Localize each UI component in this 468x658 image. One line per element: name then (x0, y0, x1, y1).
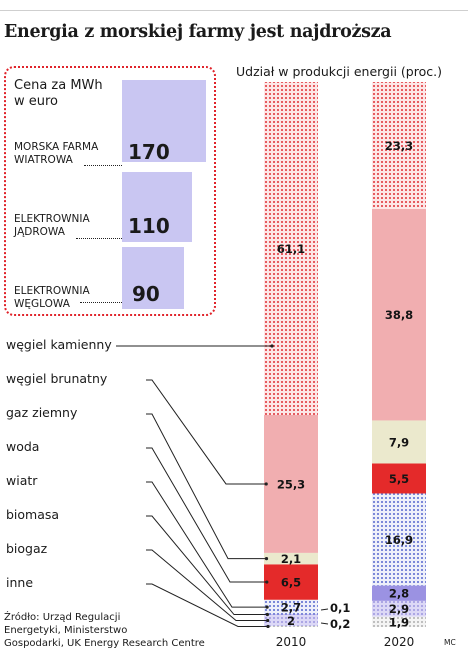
bar-2010-biogaz (264, 615, 318, 626)
legend-label-biomasa: biomasa (6, 507, 64, 522)
legend-leader-gaz-ziemny (146, 413, 267, 560)
bar-2010-inne (264, 625, 318, 627)
legend-leader-dot-wiatr (265, 605, 269, 609)
inset-label-offshore-line1: MORSKA FARMA (14, 141, 99, 153)
inset-bar-offshore (122, 80, 206, 162)
legend-leader-inne (146, 583, 268, 627)
inset-label-coal: ELEKTROWNIA WĘGLOWA (14, 285, 90, 311)
inset-label-nuclear-line2: JĄDROWA (14, 226, 65, 238)
legend-leader-wiatr (146, 481, 268, 608)
chart-subtitle: Udział w produkcji energii (proc.) (236, 64, 442, 79)
value-label-2020-gaz-ziemny: 7,9 (389, 435, 409, 449)
legend-leader-dot-wegiel-brunatny (264, 482, 268, 486)
value-label-2010-biogaz: 2 (287, 614, 295, 628)
inset-value-offshore: 170 (128, 140, 170, 164)
value-label-2010-wegiel-brunatny: 25,3 (277, 477, 305, 491)
inset-title: Cena za MWh w euro (14, 78, 103, 110)
value-leader-2010-biomasa (320, 608, 329, 611)
bar-2010-woda (264, 564, 318, 600)
source-line3: Gospodarki, UK Energy Research Centre (4, 638, 205, 649)
legend-leader-dot-biogaz (266, 618, 270, 623)
legend-label-woda: woda (6, 439, 44, 454)
bar-2010-biomasa (264, 614, 318, 616)
legend-leader-woda (146, 447, 267, 583)
price-inset-box: Cena za MWh w euro MORSKA FARMA WIATROWA… (4, 66, 216, 316)
inset-label-coal-line1: ELEKTROWNIA (14, 285, 90, 297)
legend-leader-biogaz (146, 549, 268, 621)
value-label-2010-wegiel-kamienny: 61,1 (277, 242, 305, 256)
bar-2010-wegiel-brunatny (264, 414, 318, 553)
legend-leader-dot-woda (265, 580, 269, 584)
inset-bar-coal (122, 247, 184, 309)
legend-label-wegiel-brunatny: węgiel brunatny (6, 371, 112, 386)
legend-label-biogaz: biogaz (6, 541, 52, 556)
inset-title-line2: w euro (14, 94, 59, 109)
value-label-2010-wiatr: 2,7 (281, 601, 301, 615)
legend-leader-dot-gaz-ziemny (264, 557, 269, 561)
legend-label-wegiel-kamienny: węgiel kamienny (6, 337, 116, 352)
bar-2020-inne (372, 616, 426, 627)
bar-2010-wegiel-kamienny (264, 82, 318, 415)
value-label-2020-wegiel-kamienny: 23,3 (385, 139, 413, 153)
legend-leader-biomasa (146, 515, 268, 616)
bar-2020-wegiel-brunatny (372, 208, 426, 421)
bar-2020-wiatr (372, 493, 426, 586)
value-leader-2010-inne (320, 622, 329, 625)
inset-label-offshore-line2: WIATROWA (14, 154, 73, 166)
page-title: Energia z morskiej farmy jest najdroższa (4, 22, 392, 42)
value-label-2010-woda: 6,5 (281, 576, 301, 590)
value-label-2020-woda: 5,5 (389, 472, 409, 486)
bar-2020-biomasa (372, 585, 426, 601)
top-rule (0, 10, 468, 11)
legend-label-wiatr: wiatr (6, 473, 42, 488)
bar-2020-biogaz (372, 600, 426, 617)
value-label-2010-biomasa: 0,1 (330, 601, 350, 615)
value-label-2020-wegiel-brunatny: 38,8 (385, 308, 413, 322)
bar-2010-gaz-ziemny (264, 552, 318, 565)
inset-value-coal: 90 (132, 282, 160, 306)
inset-leader-coal (80, 302, 122, 303)
legend-label-inne: inne (6, 575, 38, 590)
inset-label-nuclear-line1: ELEKTROWNIA (14, 213, 90, 225)
value-label-2020-biomasa: 2,8 (389, 587, 409, 601)
inset-label-offshore: MORSKA FARMA WIATROWA (14, 141, 98, 167)
legend-leader-dot-inne (266, 624, 270, 629)
inset-value-nuclear: 110 (128, 214, 170, 238)
value-label-2020-biogaz: 2,9 (389, 602, 409, 616)
x-tick-label-2010: 2010 (276, 635, 307, 649)
value-label-2020-wiatr: 16,9 (385, 533, 413, 547)
legend-label-gaz-ziemny: gaz ziemny (6, 405, 82, 420)
inset-title-line1: Cena za MWh (14, 78, 103, 93)
value-label-2010-inne: 0,2 (330, 617, 350, 631)
bar-2020-wegiel-kamienny (372, 82, 426, 209)
x-tick-label-2020: 2020 (384, 635, 415, 649)
value-label-2020-inne: 1,9 (389, 615, 409, 629)
inset-leader-offshore (84, 165, 122, 166)
legend-leader-wegiel-brunatny (146, 379, 267, 485)
bar-2010-wiatr (264, 599, 318, 615)
inset-leader-nuclear (76, 238, 122, 239)
legend-leader-dot-wegiel-kamienny (270, 344, 274, 348)
inset-label-coal-line2: WĘGLOWA (14, 298, 70, 310)
source-line1: Źródło: Urząd Regulacji (4, 612, 121, 623)
inset-label-nuclear: ELEKTROWNIA JĄDROWA (14, 213, 90, 239)
source-line2: Energetyki, Ministerstwo (4, 625, 128, 636)
legend-leader-dot-biomasa (265, 612, 269, 617)
value-label-2010-gaz-ziemny: 2,1 (281, 552, 301, 566)
source-note: Źródło: Urząd Regulacji Energetyki, Mini… (4, 611, 205, 650)
inset-bar-nuclear (122, 172, 192, 242)
bar-2020-woda (372, 463, 426, 494)
bar-2020-gaz-ziemny (372, 420, 426, 464)
credit: MC (444, 638, 456, 647)
